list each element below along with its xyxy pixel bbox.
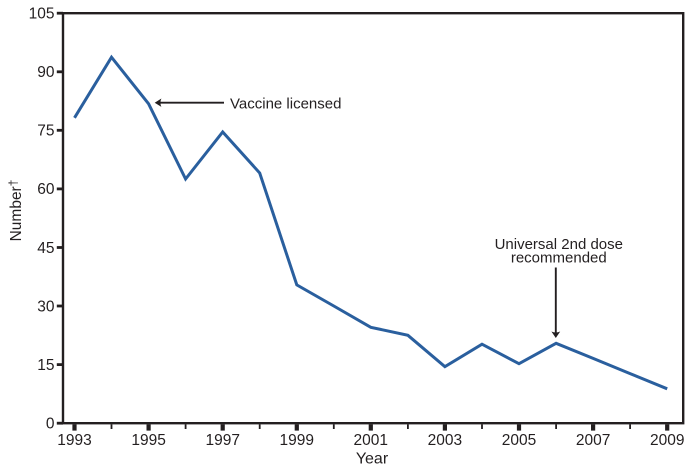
svg-text:2003: 2003 <box>428 432 462 449</box>
svg-text:45: 45 <box>37 240 54 257</box>
svg-text:1999: 1999 <box>280 432 314 449</box>
svg-text:30: 30 <box>37 298 55 315</box>
svg-text:1993: 1993 <box>57 432 91 449</box>
svg-text:1995: 1995 <box>131 432 165 449</box>
svg-text:105: 105 <box>29 6 55 23</box>
svg-text:Vaccine licensed: Vaccine licensed <box>230 96 341 113</box>
svg-text:Universal 2nd dose: Universal 2nd dose <box>495 236 623 253</box>
svg-text:2009: 2009 <box>650 432 684 449</box>
svg-text:Year: Year <box>356 451 389 468</box>
svg-text:2001: 2001 <box>354 432 388 449</box>
svg-text:90: 90 <box>37 64 55 81</box>
svg-text:75: 75 <box>37 123 54 140</box>
svg-text:1997: 1997 <box>205 432 239 449</box>
svg-text:15: 15 <box>37 357 54 374</box>
svg-text:60: 60 <box>37 181 55 198</box>
svg-text:recommended: recommended <box>511 250 607 267</box>
svg-text:Number†: Number† <box>6 180 25 242</box>
svg-text:2005: 2005 <box>502 432 536 449</box>
svg-text:0: 0 <box>46 416 55 433</box>
svg-text:2007: 2007 <box>576 432 610 449</box>
